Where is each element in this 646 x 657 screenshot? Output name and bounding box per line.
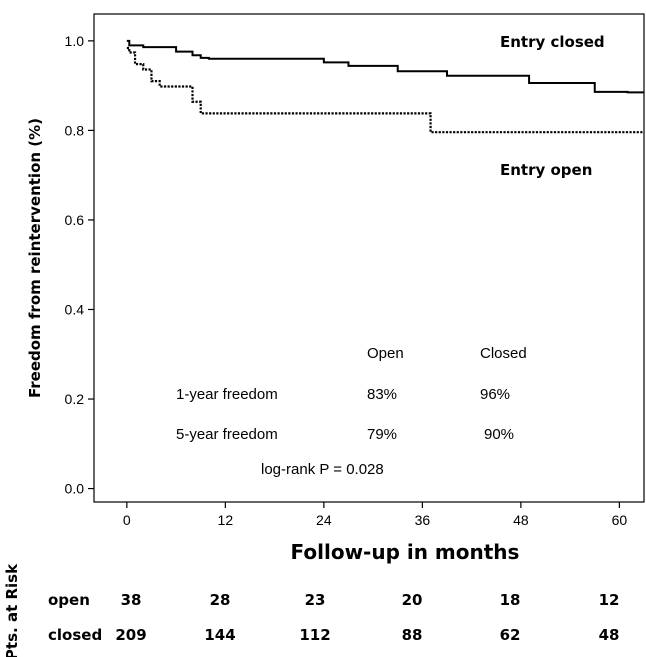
y-tick-label: 0.2 [65, 391, 85, 407]
value-5-year-open: 79% [367, 426, 397, 443]
freedom-summary-table: Open Closed 1-year freedom 83% 96% 5-yea… [176, 345, 527, 478]
logrank-p-value: log-rank P = 0.028 [261, 461, 384, 478]
y-axis-label: Freedom from reintervention (%) [26, 118, 44, 398]
risk-value: 112 [299, 626, 330, 644]
row-label-5-year: 5-year freedom [176, 426, 278, 443]
value-5-year-closed: 90% [484, 426, 514, 443]
value-1-year-closed: 96% [480, 386, 510, 403]
series-entry-open [126, 46, 644, 134]
row-label-1-year: 1-year freedom [176, 386, 278, 403]
risk-row-label: open [48, 591, 90, 609]
x-axis-label: Follow-up in months [291, 540, 520, 564]
at-risk-table: open 38 28 23 20 18 12 closed 209 144 112 88 62 48 [48, 591, 619, 644]
y-axis: 0.0 0.2 0.4 0.6 0.8 1.0 [65, 33, 94, 497]
y-tick-label: 0.6 [65, 212, 85, 228]
x-tick-label: 60 [612, 512, 628, 528]
risk-value: 18 [500, 591, 521, 609]
y-tick-label: 1.0 [65, 33, 85, 49]
risk-value: 28 [210, 591, 231, 609]
y-tick-label: 0.0 [65, 481, 85, 497]
risk-value: 144 [204, 626, 235, 644]
col-header-open: Open [367, 345, 404, 362]
survival-curves [126, 39, 644, 134]
risk-value: 38 [121, 591, 142, 609]
series-entry-closed [126, 39, 644, 94]
entry-open-label: Entry open [500, 161, 592, 179]
value-1-year-open: 83% [367, 386, 397, 403]
x-tick-label: 36 [415, 512, 431, 528]
y-tick-label: 0.4 [65, 301, 85, 317]
x-tick-label: 24 [316, 512, 332, 528]
x-tick-label: 48 [513, 512, 529, 528]
x-tick-label: 0 [123, 512, 131, 528]
risk-table-title: Pts. at Risk [3, 563, 21, 657]
risk-row-label: closed [48, 626, 102, 644]
risk-value: 12 [599, 591, 620, 609]
risk-value: 62 [500, 626, 521, 644]
col-header-closed: Closed [480, 345, 527, 362]
plot-frame [93, 13, 645, 503]
risk-value: 20 [402, 591, 423, 609]
x-axis: 0 12 24 36 48 60 [123, 502, 627, 528]
risk-value: 48 [599, 626, 620, 644]
risk-value: 23 [305, 591, 326, 609]
x-tick-label: 12 [218, 512, 234, 528]
entry-closed-label: Entry closed [500, 33, 605, 51]
y-tick-label: 0.8 [65, 122, 85, 138]
risk-value: 209 [115, 626, 146, 644]
risk-value: 88 [402, 626, 423, 644]
